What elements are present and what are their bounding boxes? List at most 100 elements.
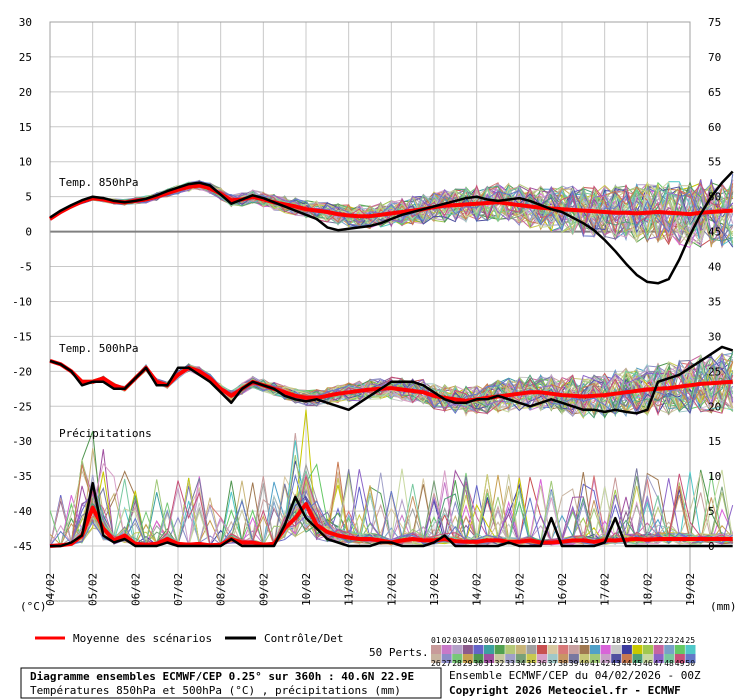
pert-number: 10 (526, 636, 536, 645)
pert-number: 27 (442, 659, 452, 668)
y-right-tick: 55 (708, 156, 721, 169)
pert-number: 12 (548, 636, 558, 645)
pert-number: 46 (643, 659, 653, 668)
pert-swatch (621, 654, 632, 663)
y-left-tick: 30 (19, 16, 32, 29)
pert-swatch (515, 645, 526, 654)
pert-swatch (674, 645, 685, 654)
mean-series-line (48, 183, 733, 221)
pert-number: 13 (558, 636, 568, 645)
pert-swatch (568, 654, 579, 663)
pert-swatch (441, 654, 452, 663)
pert-number: 34 (516, 659, 526, 668)
pert-number: 30 (473, 659, 483, 668)
pert-swatch (558, 645, 569, 654)
pert-number: 08 (505, 636, 515, 645)
pert-swatch (674, 654, 685, 663)
y-left-tick: 20 (19, 86, 32, 99)
x-tick: 04/02 (44, 573, 57, 606)
pert-swatch (515, 654, 526, 663)
pert-swatch (505, 645, 516, 654)
y-left-tick: 5 (25, 191, 32, 204)
pert-number: 17 (601, 636, 611, 645)
legend-control-label: Contrôle/Det (264, 632, 343, 645)
chart-title: Diagramme ensembles ECMWF/CEP 0.25° sur … (30, 670, 414, 683)
pert-swatch (494, 645, 505, 654)
pert-swatch (537, 645, 548, 654)
pert-number: 44 (622, 659, 632, 668)
pert-number: 43 (611, 659, 621, 668)
y-left-unit: (°C) (20, 600, 47, 613)
control-series-line (50, 481, 733, 548)
x-tick: 13/02 (428, 573, 441, 606)
pert-number: 48 (664, 659, 674, 668)
y-right-tick: 20 (708, 400, 721, 413)
x-tick: 17/02 (599, 573, 612, 606)
pert-swatch (685, 654, 696, 663)
pert-swatch (611, 654, 622, 663)
pert-swatch (452, 654, 463, 663)
x-tick: 05/02 (87, 573, 100, 606)
axis-ticks: 302520151050-5-10-15-20-25-30-35-40-4575… (12, 16, 721, 606)
y-right-tick: 15 (708, 435, 721, 448)
panel-label-500: Temp. 500hPa (59, 342, 138, 355)
y-left-tick: 10 (19, 156, 32, 169)
pert-number: 47 (654, 659, 664, 668)
pert-number: 36 (537, 659, 547, 668)
pert-swatch (462, 645, 473, 654)
pert-number: 39 (569, 659, 579, 668)
y-right-tick: 75 (708, 16, 721, 29)
pert-number: 01 (431, 636, 441, 645)
y-left-tick: -25 (12, 400, 32, 413)
pert-swatch (452, 645, 463, 654)
panel-label-precip: Précipitations (59, 427, 152, 440)
pert-swatch (526, 645, 537, 654)
pert-swatch (484, 645, 495, 654)
main-series (48, 170, 734, 548)
y-left-tick: -40 (12, 505, 32, 518)
pert-swatch (579, 654, 590, 663)
legend: Moyenne des scénarios Contrôle/Det 50 Pe… (35, 632, 696, 668)
pert-swatch (441, 645, 452, 654)
y-left-tick: 0 (25, 226, 32, 239)
pert-number: 02 (442, 636, 452, 645)
y-left-tick: 15 (19, 121, 32, 134)
pert-swatch (600, 645, 611, 654)
pert-swatch (653, 654, 664, 663)
pert-number: 45 (632, 659, 642, 668)
pert-number: 09 (516, 636, 526, 645)
y-left-tick: -5 (19, 261, 32, 274)
y-right-tick: 10 (708, 470, 721, 483)
pert-number: 28 (452, 659, 462, 668)
pert-number: 22 (654, 636, 664, 645)
y-left-tick: -35 (12, 470, 32, 483)
pert-number: 41 (590, 659, 600, 668)
pert-number: 05 (473, 636, 483, 645)
pert-swatch (643, 645, 654, 654)
y-right-tick: 45 (708, 226, 721, 239)
copyright: Copyright 2026 Meteociel.fr - ECMWF (449, 684, 681, 697)
pert-number: 37 (548, 659, 558, 668)
y-right-tick: 35 (708, 295, 721, 308)
pert-number: 50 (685, 659, 695, 668)
plot-frame (49, 21, 691, 602)
pert-number: 38 (558, 659, 568, 668)
x-tick: 06/02 (129, 573, 142, 606)
x-tick: 11/02 (343, 573, 356, 606)
legend-mean-label: Moyenne des scénarios (73, 632, 212, 645)
pert-swatch (643, 654, 654, 663)
pert-number: 33 (505, 659, 515, 668)
y-right-tick: 50 (708, 191, 721, 204)
x-tick: 16/02 (556, 573, 569, 606)
y-left-tick: -30 (12, 435, 32, 448)
pert-swatch (462, 654, 473, 663)
x-tick: 19/02 (684, 573, 697, 606)
y-right-tick: 60 (708, 121, 721, 134)
control-series-line (49, 345, 734, 415)
pert-number: 21 (643, 636, 653, 645)
pert-number: 29 (463, 659, 473, 668)
y-right-tick: 25 (708, 365, 721, 378)
y-left-tick: -10 (12, 295, 32, 308)
x-tick: 09/02 (257, 573, 270, 606)
pert-number: 06 (484, 636, 494, 645)
